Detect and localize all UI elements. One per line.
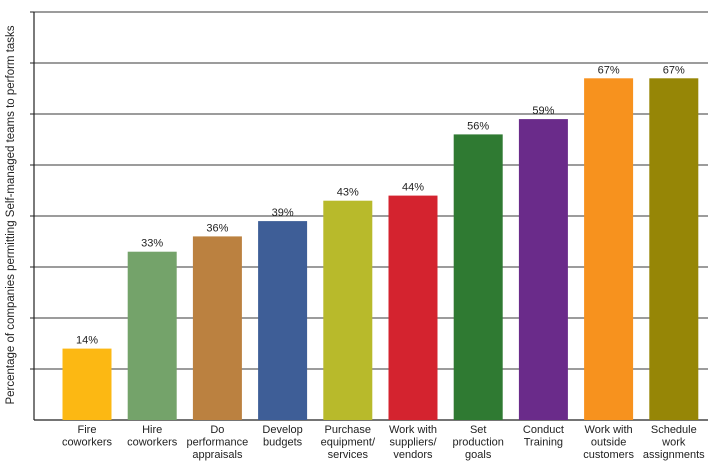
category-label: Purchase equipment/services — [321, 424, 376, 461]
data-label: 67% — [598, 64, 620, 76]
category-label: Work with suppliers/vendors — [389, 424, 438, 461]
category-label: Work with outside customers — [583, 424, 634, 461]
category-label: Do performance appraisals — [187, 424, 249, 461]
data-label: 36% — [206, 222, 228, 234]
data-labels: 14% 33% 36% 39% 43% 44% 56% 59% 67% 67% — [76, 64, 685, 346]
bar — [258, 221, 308, 420]
data-label: 67% — [663, 64, 685, 76]
bars — [62, 78, 699, 421]
category-label: Schedule work assignments — [643, 424, 705, 461]
bar — [453, 134, 503, 420]
y-axis-label: Percentage of companies permitting Self-… — [5, 25, 17, 404]
bar — [323, 200, 373, 420]
bar — [518, 119, 568, 420]
data-label: 56% — [467, 120, 489, 132]
bar — [584, 78, 634, 421]
bar — [62, 348, 112, 420]
category-label: Fire coworkers — [62, 424, 113, 449]
category-label: Set production goals — [453, 424, 504, 461]
bar — [649, 78, 699, 421]
data-label: 59% — [532, 105, 554, 117]
bar — [388, 195, 438, 420]
bar — [192, 236, 242, 420]
category-label: Conduct Training — [523, 424, 564, 449]
data-label: 44% — [402, 182, 424, 194]
data-label: 33% — [141, 238, 163, 250]
data-label: 39% — [272, 207, 294, 219]
category-label: Develop budgets — [262, 424, 302, 449]
bar — [127, 251, 177, 420]
category-label: Hire coworkers — [127, 424, 178, 449]
category-labels: Fire coworkers Hire coworkers Do performance a… — [62, 424, 705, 461]
data-label: 43% — [337, 187, 359, 199]
data-label: 14% — [76, 335, 98, 347]
